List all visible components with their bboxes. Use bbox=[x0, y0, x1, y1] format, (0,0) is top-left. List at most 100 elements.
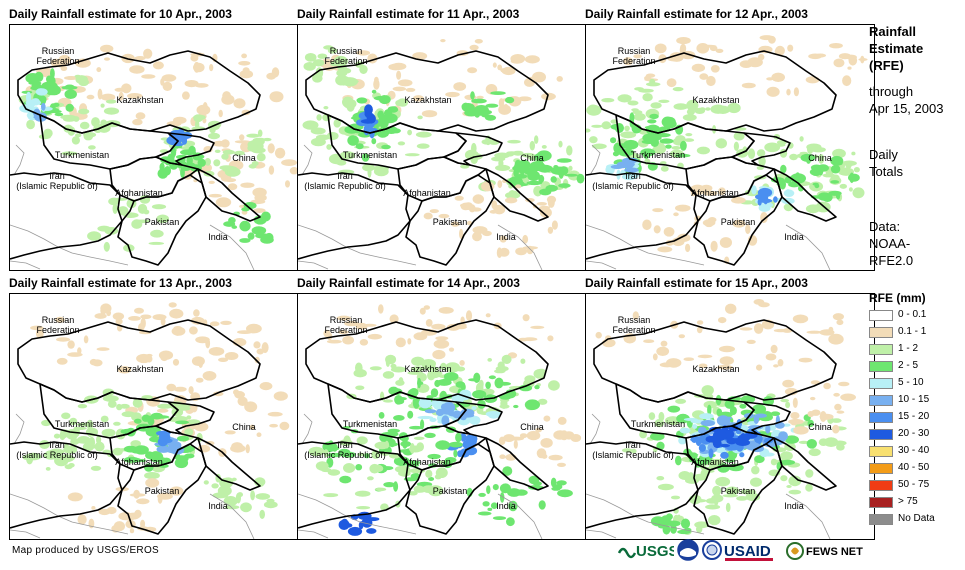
rain-area-tan bbox=[526, 245, 534, 255]
rain-area-cyan bbox=[418, 397, 432, 409]
rain-area-tan bbox=[497, 180, 503, 189]
rain-area-blue bbox=[435, 408, 445, 417]
rain-area-lightgreen bbox=[75, 426, 87, 430]
rain-area-tan bbox=[595, 331, 602, 339]
rain-area-tan bbox=[524, 55, 540, 64]
rain-area-lightgreen bbox=[103, 241, 110, 252]
rain-area-tan bbox=[765, 353, 777, 361]
rain-area-lightgreen bbox=[701, 385, 714, 396]
rain-area-lightgreen bbox=[586, 128, 591, 133]
rain-area-tan bbox=[766, 86, 780, 97]
rain-area-green bbox=[394, 395, 403, 405]
panel-title: Daily Rainfall estimate for 13 Apr., 200… bbox=[9, 276, 232, 290]
rain-area-tan bbox=[773, 364, 779, 368]
rain-area-green bbox=[260, 236, 274, 244]
rain-area-lightgreen bbox=[811, 147, 826, 153]
rain-area-lightgreen bbox=[64, 464, 73, 470]
rain-area-lightgreen bbox=[355, 385, 365, 391]
rain-area-tan bbox=[500, 68, 506, 73]
coastline bbox=[497, 493, 543, 539]
rain-area-tan bbox=[832, 424, 840, 434]
rain-area-lightgreen bbox=[601, 121, 612, 130]
rain-area-green bbox=[526, 180, 543, 186]
rain-area-midblue bbox=[739, 452, 745, 458]
country-label-afghanistan: Afghanistan bbox=[691, 457, 739, 467]
rain-area-tan bbox=[448, 347, 455, 352]
country-border bbox=[485, 437, 549, 491]
rain-area-tan bbox=[510, 59, 524, 64]
country-label-kazakhstan: Kazakhstan bbox=[404, 364, 452, 374]
rain-area-lightgreen bbox=[805, 469, 814, 478]
rain-area-green bbox=[626, 149, 635, 155]
rain-area-tan bbox=[169, 308, 184, 319]
rain-area-green bbox=[434, 379, 441, 388]
rain-area-lightgreen bbox=[786, 485, 792, 488]
rain-area-lightgreen bbox=[323, 106, 329, 110]
rain-area-green bbox=[355, 143, 364, 150]
rain-area-tan bbox=[556, 76, 563, 82]
data-source-label: Data: NOAA- RFE2.0 bbox=[869, 219, 914, 268]
rain-area-tan bbox=[696, 43, 710, 54]
rain-area-tan bbox=[793, 87, 799, 97]
rain-area-green bbox=[355, 464, 363, 471]
map-credit: Map produced by USGS/EROS bbox=[12, 545, 160, 556]
fews-logo: FEWS NET bbox=[786, 539, 864, 563]
rain-area-lightgreen bbox=[107, 400, 117, 408]
rain-area-blue bbox=[624, 167, 639, 173]
rain-area-green bbox=[807, 419, 814, 428]
rain-area-lightgreen bbox=[397, 141, 406, 146]
rain-area-lightgreen bbox=[304, 53, 317, 62]
rain-area-blue bbox=[41, 102, 46, 111]
rain-area-lightgreen bbox=[541, 145, 547, 149]
coastline bbox=[785, 224, 831, 270]
rain-area-tan bbox=[133, 489, 140, 499]
rain-area-green bbox=[517, 159, 531, 171]
country-label-china: China bbox=[232, 422, 256, 432]
country-border bbox=[443, 401, 503, 435]
rain-area-tan bbox=[267, 143, 275, 154]
country-label-afghanistan: Afghanistan bbox=[115, 457, 163, 467]
rain-area-lightgreen bbox=[736, 496, 748, 501]
rain-area-tan bbox=[323, 329, 331, 338]
rain-area-midblue bbox=[156, 430, 171, 436]
rain-area-green bbox=[383, 482, 396, 488]
rain-area-cyan bbox=[25, 99, 41, 106]
rain-area-tan bbox=[503, 103, 509, 113]
rain-area-lightgreen bbox=[591, 124, 603, 128]
rain-area-green bbox=[780, 164, 787, 174]
country-label-kazakhstan: Kazakhstan bbox=[116, 95, 164, 105]
rain-area-tan bbox=[232, 338, 247, 347]
country-label-china: China bbox=[808, 422, 832, 432]
rain-area-cyan bbox=[762, 452, 775, 457]
rain-area-tan bbox=[157, 492, 173, 500]
rain-area-green bbox=[379, 117, 389, 129]
rain-area-green bbox=[175, 420, 189, 425]
rain-area-tan bbox=[433, 339, 450, 349]
country-border bbox=[117, 443, 207, 535]
rain-area-tan bbox=[94, 313, 107, 319]
fews-logo-text: FEWS NET bbox=[806, 546, 863, 558]
rain-area-green bbox=[558, 168, 564, 179]
rain-area-tan bbox=[543, 415, 551, 422]
rain-area-tan bbox=[667, 57, 682, 62]
country-border bbox=[197, 437, 261, 491]
rain-area-tan bbox=[666, 78, 677, 88]
rain-area-lightgreen bbox=[326, 132, 339, 140]
rain-area-lightgreen bbox=[367, 476, 374, 481]
rain-area-tan bbox=[491, 200, 498, 210]
country-border bbox=[298, 172, 411, 260]
rain-area-lightgreen bbox=[213, 159, 221, 167]
noaa-logo bbox=[677, 539, 699, 563]
rain-area-green bbox=[490, 91, 506, 95]
rain-area-green bbox=[814, 183, 820, 189]
rain-area-lightgreen bbox=[631, 108, 639, 112]
rain-area-tan bbox=[40, 67, 53, 78]
rain-area-tan bbox=[230, 444, 246, 453]
rain-area-tan bbox=[237, 396, 248, 406]
rain-area-tan bbox=[182, 91, 190, 100]
rain-area-lightgreen bbox=[831, 418, 842, 423]
rain-area-tan bbox=[269, 423, 278, 428]
rainfall-map: Russian Federation Kazakhstan Turkmenistan I… bbox=[297, 293, 587, 540]
rain-area-green bbox=[784, 435, 799, 444]
legend-swatch bbox=[869, 514, 893, 525]
